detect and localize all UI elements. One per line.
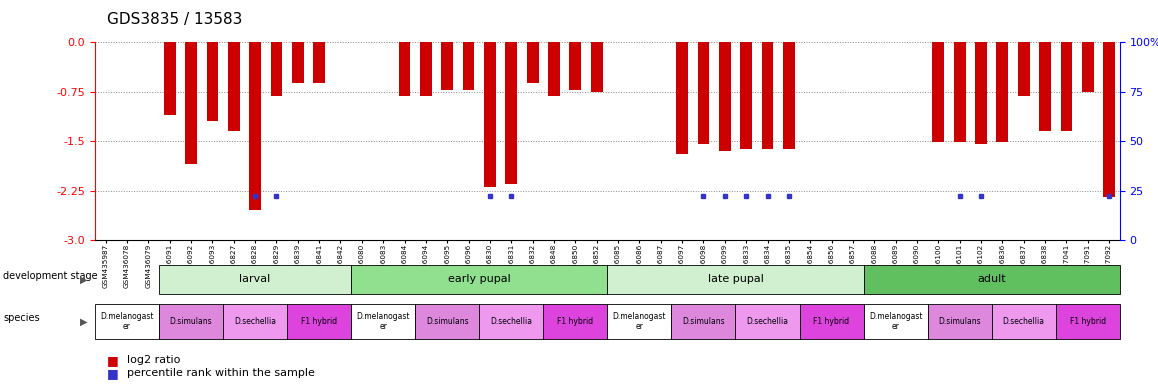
Text: ▶: ▶ — [80, 316, 87, 326]
Text: D.melanogast
er: D.melanogast er — [357, 312, 410, 331]
Bar — [954, 42, 966, 142]
Bar — [1082, 42, 1093, 92]
Bar — [928, 304, 991, 339]
Text: D.simulans: D.simulans — [682, 317, 725, 326]
Bar — [719, 42, 731, 151]
Bar — [762, 42, 774, 149]
Bar — [799, 304, 864, 339]
Text: D.melanogast
er: D.melanogast er — [101, 312, 154, 331]
Bar — [441, 42, 453, 90]
Text: log2 ratio: log2 ratio — [127, 355, 181, 365]
Text: D.sechellia: D.sechellia — [234, 317, 276, 326]
Text: ■: ■ — [107, 367, 118, 380]
Bar — [527, 42, 538, 83]
Bar — [505, 42, 518, 184]
Text: F1 hybrid: F1 hybrid — [557, 317, 593, 326]
Bar — [420, 42, 432, 96]
Bar — [95, 304, 159, 339]
Bar — [672, 304, 735, 339]
Bar — [607, 265, 864, 294]
Text: ■: ■ — [107, 354, 118, 367]
Text: F1 hybrid: F1 hybrid — [301, 317, 337, 326]
Bar — [314, 42, 325, 83]
Bar — [484, 42, 496, 187]
Bar — [351, 304, 416, 339]
Bar — [543, 304, 607, 339]
Bar — [206, 42, 218, 121]
Bar — [463, 42, 475, 90]
Bar — [271, 42, 283, 96]
Text: D.simulans: D.simulans — [938, 317, 981, 326]
Bar — [570, 42, 581, 90]
Bar — [1018, 42, 1029, 96]
Bar — [1056, 304, 1120, 339]
Bar — [163, 42, 176, 115]
Bar — [223, 304, 287, 339]
Bar — [1039, 42, 1051, 131]
Bar — [607, 304, 672, 339]
Bar — [292, 42, 303, 83]
Text: early pupal: early pupal — [448, 274, 511, 285]
Text: D.simulans: D.simulans — [170, 317, 212, 326]
Bar — [1061, 42, 1072, 131]
Bar — [249, 42, 261, 210]
Bar — [864, 265, 1120, 294]
Text: D.melanogast
er: D.melanogast er — [868, 312, 923, 331]
Bar — [287, 304, 351, 339]
Bar — [479, 304, 543, 339]
Bar — [228, 42, 240, 131]
Bar — [975, 42, 987, 144]
Bar — [740, 42, 752, 149]
Text: D.sechellia: D.sechellia — [490, 317, 533, 326]
Text: F1 hybrid: F1 hybrid — [1070, 317, 1106, 326]
Bar — [991, 304, 1056, 339]
Text: late pupal: late pupal — [708, 274, 763, 285]
Text: species: species — [3, 313, 41, 323]
Bar — [864, 304, 928, 339]
Bar — [159, 304, 223, 339]
Bar — [351, 265, 607, 294]
Bar — [697, 42, 710, 144]
Text: D.sechellia: D.sechellia — [1003, 317, 1045, 326]
Bar — [591, 42, 602, 92]
Text: development stage: development stage — [3, 271, 98, 281]
Bar — [676, 42, 688, 154]
Text: GDS3835 / 13583: GDS3835 / 13583 — [107, 12, 242, 26]
Text: adult: adult — [977, 274, 1006, 285]
Text: percentile rank within the sample: percentile rank within the sample — [127, 368, 315, 378]
Text: ▶: ▶ — [80, 274, 87, 285]
Bar — [398, 42, 410, 96]
Bar — [997, 42, 1009, 142]
Bar — [548, 42, 559, 96]
Bar — [416, 304, 479, 339]
Text: larval: larval — [240, 274, 271, 285]
Bar — [185, 42, 197, 164]
Text: D.sechellia: D.sechellia — [747, 317, 789, 326]
Text: D.simulans: D.simulans — [426, 317, 469, 326]
Bar — [735, 304, 799, 339]
Bar — [932, 42, 944, 142]
Bar — [783, 42, 794, 149]
Bar — [1104, 42, 1115, 197]
Text: D.melanogast
er: D.melanogast er — [613, 312, 666, 331]
Bar — [159, 265, 351, 294]
Text: F1 hybrid: F1 hybrid — [813, 317, 850, 326]
